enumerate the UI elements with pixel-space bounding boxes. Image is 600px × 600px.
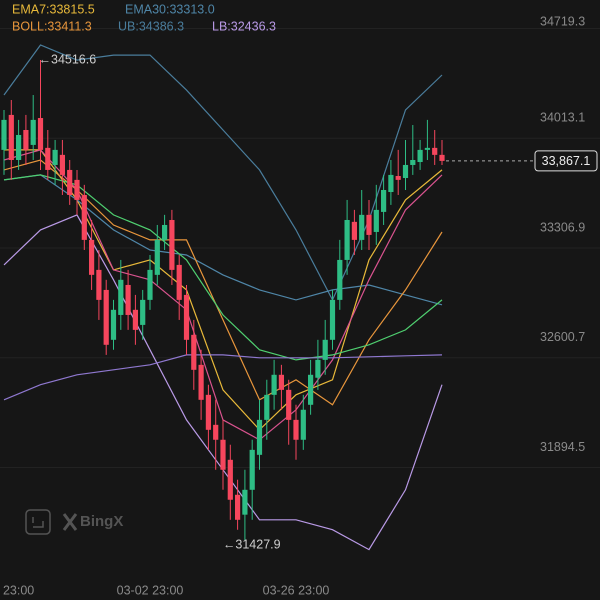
candle-body	[293, 419, 299, 440]
candle-body	[52, 149, 58, 165]
candle-body	[388, 174, 394, 193]
legend-item: UB:34386.3	[118, 19, 184, 33]
candle-body	[278, 374, 284, 390]
watermark-icon	[25, 509, 51, 535]
candle-body	[1, 119, 7, 150]
candle-body	[30, 119, 36, 145]
candle-body	[249, 449, 255, 490]
candle-body	[81, 194, 87, 240]
candle-body	[23, 129, 29, 150]
candle-body	[67, 169, 73, 195]
candle-body	[300, 409, 306, 440]
annotation: ←34516.6	[39, 52, 97, 66]
candle-body	[373, 209, 379, 232]
candle-body	[242, 489, 248, 515]
annotation: ←31427.9	[223, 537, 281, 551]
y-tick-label: 34013.1	[540, 111, 585, 125]
x-tick-label: 03-26 23:00	[263, 583, 330, 597]
legend-item: BOLL:33411.3	[12, 19, 92, 33]
candle-body	[286, 389, 292, 420]
candle-body	[191, 334, 197, 370]
candle-body	[176, 264, 182, 300]
candle-body	[410, 159, 416, 165]
candle-body	[329, 299, 336, 340]
current-price-box	[534, 150, 598, 172]
y-tick-label: 33306.9	[540, 220, 585, 234]
x-tick-label: 03-02 23:00	[117, 583, 184, 597]
x-tick-label: 23:00	[3, 583, 34, 597]
candle-body	[118, 279, 124, 315]
candle-body	[198, 364, 204, 400]
candle-body	[256, 419, 263, 455]
candle-body	[308, 374, 314, 405]
candle-body	[140, 299, 146, 325]
candle-body	[45, 147, 51, 170]
legend-item: EMA30:33313.0	[125, 2, 215, 16]
candle-body	[162, 224, 168, 240]
candle-body	[351, 221, 357, 240]
watermark-text: BingX	[80, 513, 123, 530]
watermark: BingX	[25, 509, 123, 535]
y-tick-label: 34719.3	[540, 14, 585, 28]
candle-body	[315, 359, 321, 378]
candle-body	[424, 147, 430, 150]
candle-body	[366, 214, 372, 235]
candle-body	[74, 179, 80, 200]
candle-body	[235, 494, 241, 520]
candle-body	[125, 284, 131, 315]
current-price-label: 33,867.1	[542, 154, 591, 168]
candle-body	[381, 189, 387, 212]
candle-body	[271, 374, 277, 395]
candle-body	[417, 149, 423, 163]
candle-body	[220, 439, 226, 470]
candle-body	[359, 214, 365, 240]
candle-body	[402, 164, 409, 179]
y-tick-label: 32600.7	[540, 330, 585, 344]
candle-body	[205, 394, 211, 430]
candle-body	[132, 309, 138, 330]
candle-body	[227, 459, 233, 500]
candle-body	[8, 114, 14, 160]
y-tick-label: 31894.5	[540, 440, 585, 454]
candle-body	[264, 394, 270, 420]
candle-body	[16, 134, 22, 160]
candle-body	[395, 176, 401, 180]
watermark-logo	[62, 513, 78, 531]
candle-body	[432, 147, 438, 155]
candle-body	[154, 239, 160, 275]
indicator-line	[3, 354, 443, 401]
candle-body	[37, 118, 44, 150]
candle-body	[169, 219, 175, 270]
legend-item: LB:32436.3	[212, 19, 276, 33]
candle-body	[344, 219, 350, 260]
candle-body	[103, 289, 109, 345]
candle-body	[439, 154, 445, 161]
candle-body	[147, 269, 153, 300]
candle-body	[96, 269, 102, 300]
watermark-icon-mark	[32, 517, 44, 528]
candle-body	[183, 294, 190, 340]
candle-body	[337, 259, 343, 300]
candle-body	[213, 424, 219, 440]
candle-body	[322, 339, 328, 360]
candle-body	[110, 309, 117, 340]
candle-body	[59, 154, 65, 175]
candle-body	[89, 239, 95, 275]
legend-item: EMA7:33815.5	[12, 2, 95, 16]
